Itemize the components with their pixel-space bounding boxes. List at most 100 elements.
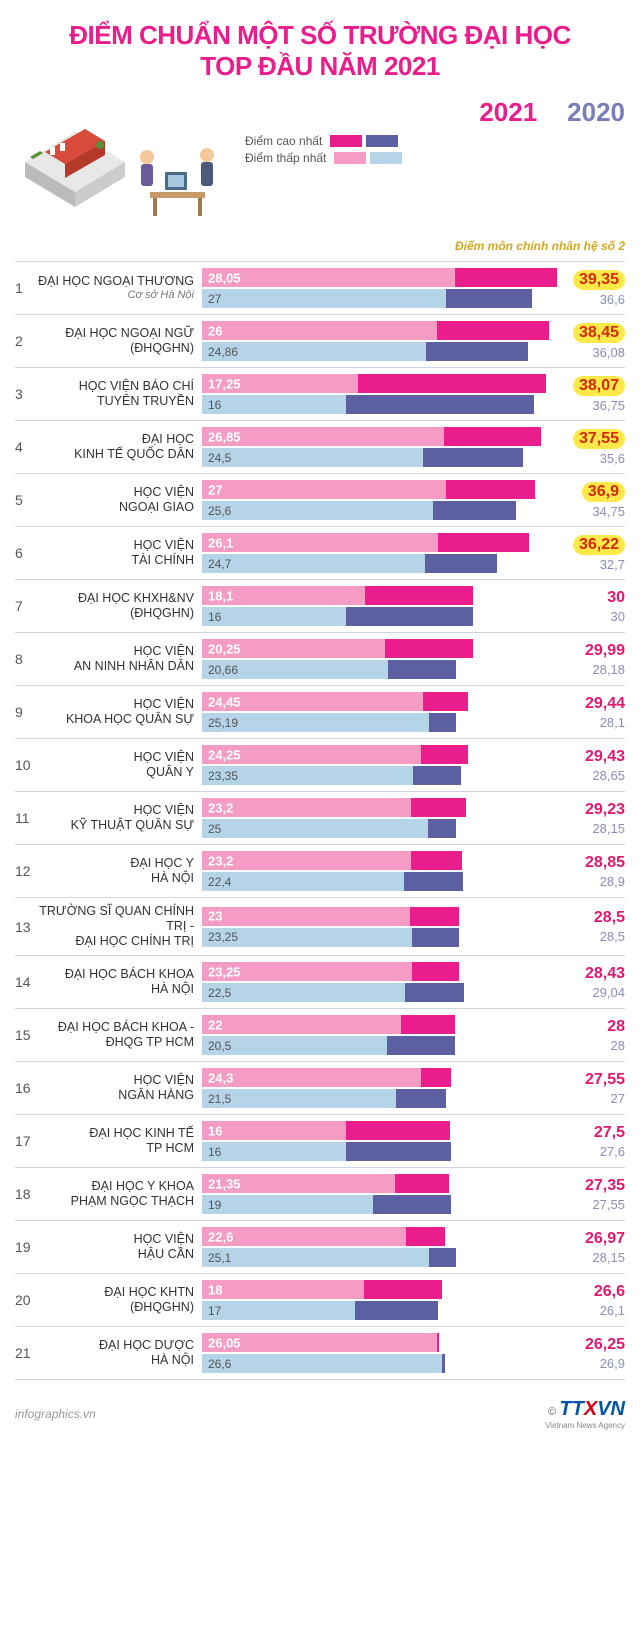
max-2021: 30 <box>607 589 625 607</box>
data-row: 14 ĐẠI HỌC BÁCH KHOA HÀ NỘI 23,25 22,5 2… <box>15 955 625 1008</box>
bar-2020-low-label: 25,6 <box>208 504 231 518</box>
main-title: ĐIỂM CHUẨN MỘT SỐ TRƯỜNG ĐẠI HỌC TOP ĐẦU… <box>15 20 625 82</box>
rank-number: 16 <box>15 1068 37 1108</box>
bar-2020: 20,5 <box>202 1036 563 1055</box>
data-row: 13 TRƯỜNG SĨ QUAN CHÍNH TRỊ - ĐẠI HỌC CH… <box>15 897 625 955</box>
bar-2020: 21,5 <box>202 1089 563 1108</box>
bar-2020: 17 <box>202 1301 563 1320</box>
bar-2021-low-label: 24,3 <box>208 1070 233 1085</box>
name-line2: (ĐHQGHN) <box>37 1300 194 1315</box>
max-values: 28,5 28,5 <box>563 904 625 949</box>
bar-2021: 23,2 <box>202 851 563 870</box>
name-line2: ĐHQG TP HCM <box>37 1035 194 1050</box>
bar-2020-low-label: 19 <box>208 1198 221 1212</box>
name-line2: ĐẠI HỌC CHÍNH TRỊ <box>37 934 194 949</box>
rank-number: 19 <box>15 1227 37 1267</box>
bar-2021: 24,3 <box>202 1068 563 1087</box>
year-labels: 2021 2020 <box>245 97 625 128</box>
max-2021: 29,44 <box>585 695 625 713</box>
max-2020: 34,75 <box>592 504 625 519</box>
bar-2021-low-label: 22,6 <box>208 1229 233 1244</box>
bar-2020-low-label: 23,25 <box>208 930 238 944</box>
name-line1: ĐẠI HỌC NGOẠI NGỮ <box>37 326 194 341</box>
bar-2020-low-label: 25,1 <box>208 1251 231 1265</box>
max-2020: 27 <box>611 1091 625 1106</box>
bar-2020-low-label: 16 <box>208 1145 221 1159</box>
university-name: ĐẠI HỌC KHXH&NV (ĐHQGHN) <box>37 586 202 626</box>
max-2021: 28,5 <box>594 909 625 927</box>
max-2020: 26,1 <box>600 1303 625 1318</box>
bars: 26,85 24,5 <box>202 427 563 467</box>
name-line1: HỌC VIỆN <box>37 1073 194 1088</box>
bar-2020: 24,7 <box>202 554 563 573</box>
logo-part-2: X <box>584 1398 597 1420</box>
bar-2021: 24,25 <box>202 745 563 764</box>
max-2021: 36,22 <box>573 535 625 555</box>
bar-2021-low-label: 20,25 <box>208 641 241 656</box>
max-values: 26,97 28,15 <box>563 1227 625 1267</box>
bars: 17,25 16 <box>202 374 563 414</box>
bar-2020-low-label: 21,5 <box>208 1092 231 1106</box>
name-line2: KINH TẾ QUỐC DÂN <box>37 447 194 462</box>
max-values: 28 28 <box>563 1015 625 1055</box>
bar-2020: 22,4 <box>202 872 563 891</box>
university-name: HỌC VIỆN AN NINH NHÂN DÂN <box>37 639 202 679</box>
bar-2020-low <box>202 1354 442 1373</box>
name-line1: HỌC VIỆN BÁO CHÍ <box>37 379 194 394</box>
rank-number: 14 <box>15 962 37 1002</box>
name-line2: HÀ NỘI <box>37 1353 194 1368</box>
header-row: 2021 2020 Điểm cao nhất Điểm thấp nhất <box>15 97 625 227</box>
max-values: 27,55 27 <box>563 1068 625 1108</box>
max-2021: 26,25 <box>585 1336 625 1354</box>
name-line1: HỌC VIỆN <box>37 538 194 553</box>
bar-2020-low-label: 27 <box>208 292 221 306</box>
max-values: 27,5 27,6 <box>563 1121 625 1161</box>
name-line2: Cơ sở Hà Nội <box>37 289 194 302</box>
bars: 24,3 21,5 <box>202 1068 563 1108</box>
bar-2021: 26,1 <box>202 533 563 552</box>
max-2020: 26,9 <box>600 1356 625 1371</box>
name-line2: TP HCM <box>37 1141 194 1156</box>
title-line2: TOP ĐẦU NĂM 2021 <box>200 51 440 81</box>
name-line2: KỸ THUẬT QUÂN SỰ <box>37 818 194 833</box>
copyright-symbol: © <box>548 1406 556 1418</box>
bar-2020-low <box>202 819 428 838</box>
name-line1: ĐẠI HỌC KINH TẾ <box>37 1126 194 1141</box>
bar-2020: 25 <box>202 819 563 838</box>
max-2021: 27,5 <box>594 1124 625 1142</box>
bar-2020-low <box>202 1195 373 1214</box>
university-name: ĐẠI HỌC Y HÀ NỘI <box>37 851 202 891</box>
bars: 22 20,5 <box>202 1015 563 1055</box>
ttxvn-logo: TTXVN <box>559 1398 625 1420</box>
footer: infographics.vn © TTXVN Vietnam News Age… <box>15 1398 625 1430</box>
bar-2020-low-label: 22,4 <box>208 875 231 889</box>
swatch-hi-2021 <box>330 135 362 147</box>
rank-number: 3 <box>15 374 37 414</box>
bars: 23,2 25 <box>202 798 563 838</box>
rank-number: 9 <box>15 692 37 732</box>
name-line2: NGOẠI GIAO <box>37 500 194 515</box>
logo-part-3: VN <box>597 1398 625 1420</box>
legend: 2021 2020 Điểm cao nhất Điểm thấp nhất <box>235 97 625 168</box>
bar-2021-low-label: 26,1 <box>208 535 233 550</box>
bars: 21,35 19 <box>202 1174 563 1214</box>
max-values: 27,35 27,55 <box>563 1174 625 1214</box>
data-row: 18 ĐẠI HỌC Y KHOA PHẠM NGỌC THẠCH 21,35 … <box>15 1167 625 1220</box>
bar-2020-low-label: 25,19 <box>208 716 238 730</box>
agency-name: Vietnam News Agency <box>545 1421 625 1430</box>
bar-2020-low-label: 24,5 <box>208 451 231 465</box>
data-row: 5 HỌC VIỆN NGOẠI GIAO 27 25,6 36,9 34,75 <box>15 473 625 526</box>
name-line2: AN NINH NHÂN DÂN <box>37 659 194 674</box>
rank-number: 18 <box>15 1174 37 1214</box>
name-line1: HỌC VIỆN <box>37 644 194 659</box>
bar-2021-low-label: 24,45 <box>208 694 241 709</box>
max-values: 28,43 29,04 <box>563 962 625 1002</box>
max-2021: 29,23 <box>585 801 625 819</box>
bars: 16 16 <box>202 1121 563 1161</box>
bar-2021-low-label: 27 <box>208 482 222 497</box>
bars: 28,05 27 <box>202 268 563 308</box>
rank-number: 12 <box>15 851 37 891</box>
bar-2021-low <box>202 1280 364 1299</box>
university-name: ĐẠI HỌC NGOẠI NGỮ (ĐHQGHN) <box>37 321 202 361</box>
bar-2021: 18,1 <box>202 586 563 605</box>
